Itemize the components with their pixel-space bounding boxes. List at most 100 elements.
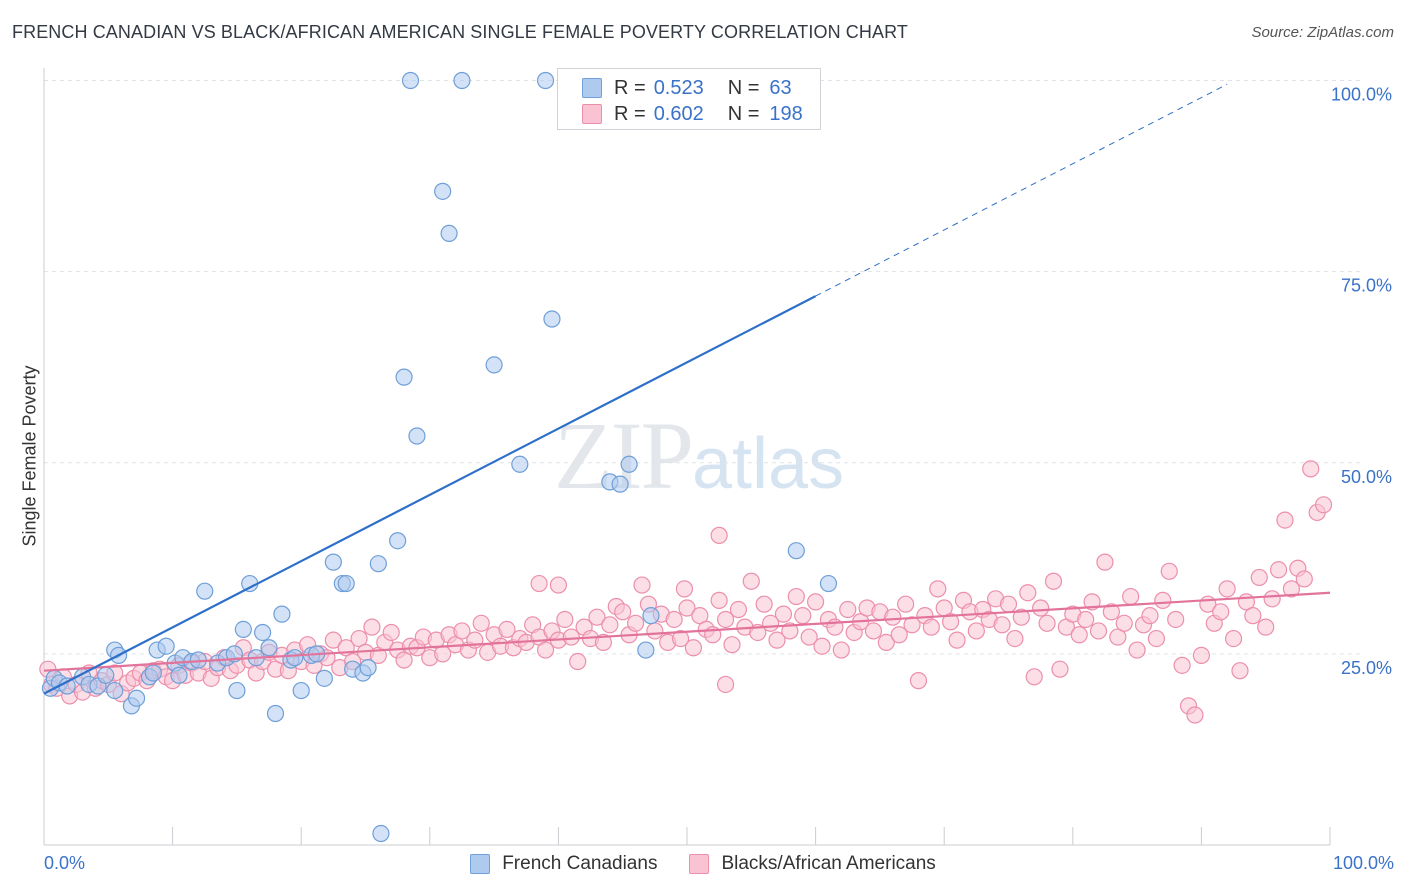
black-african-american-point xyxy=(1154,591,1172,609)
series-label: Blacks/African Americans xyxy=(721,853,936,874)
x-tick-label: 0.0% xyxy=(44,853,85,873)
black-african-american-point xyxy=(536,641,555,659)
black-african-american-point xyxy=(1244,607,1262,625)
chart-title: FRENCH CANADIAN VS BLACK/AFRICAN AMERICA… xyxy=(12,22,908,42)
french-canadian-point xyxy=(324,553,342,571)
black-african-american-point xyxy=(1212,603,1230,621)
black-african-american-point xyxy=(1032,599,1050,617)
french-canadian-point xyxy=(260,639,278,657)
french-canadian-trendline-extension xyxy=(815,83,1228,297)
french-canadian-point xyxy=(620,455,638,473)
black-african-american-point xyxy=(1218,580,1236,598)
black-african-american-point xyxy=(929,580,947,598)
black-african-american-point xyxy=(742,572,760,590)
black-african-american-point xyxy=(716,610,735,629)
french-canadian-point xyxy=(315,669,333,687)
black-african-american-point xyxy=(1250,568,1268,587)
correlation-legend: R = 0.523 N = 63 R = 0.602 N = 198 xyxy=(557,68,821,130)
black-african-american-point xyxy=(562,628,580,646)
black-african-american-point xyxy=(1257,618,1275,636)
black-african-american-point xyxy=(363,618,381,636)
black-african-american-point xyxy=(1269,561,1288,579)
black-african-american-point xyxy=(1295,570,1313,588)
y-axis-label: Single Female Poverty xyxy=(19,365,40,547)
legend-r-label: R = xyxy=(614,102,646,125)
french-canadian-point xyxy=(228,681,246,700)
black-african-american-point xyxy=(716,675,735,694)
black-african-american-point xyxy=(665,610,683,629)
black-african-american-point xyxy=(569,652,587,671)
black-african-american-point xyxy=(729,600,748,619)
french-canadian-point xyxy=(536,71,555,90)
french-canadian-point xyxy=(787,542,805,560)
black-african-american-point xyxy=(864,622,883,640)
black-african-american-point xyxy=(1109,628,1127,646)
black-african-american-point xyxy=(1051,660,1069,678)
black-african-american-point xyxy=(755,595,773,613)
black-african-american-point xyxy=(1173,656,1191,674)
black-african-american-point xyxy=(897,595,915,613)
black-african-american-point xyxy=(1089,622,1108,640)
black-african-american-point xyxy=(999,595,1018,613)
black-african-american-point xyxy=(710,591,728,609)
black-african-american-point xyxy=(1070,626,1088,644)
black-african-american-point xyxy=(691,607,709,625)
black-african-american-point xyxy=(806,593,825,611)
french-canadian-point xyxy=(372,824,390,843)
black-african-american-point xyxy=(556,610,574,629)
black-african-american-point xyxy=(967,622,985,640)
black-african-american-point xyxy=(781,622,799,640)
black-african-american-point xyxy=(1314,496,1333,514)
french-canadian-point xyxy=(642,607,660,625)
legend-swatch-pink xyxy=(582,104,602,124)
series-label: French Canadians xyxy=(502,853,658,874)
series-legend: French Canadians Blacks/African American… xyxy=(0,852,1406,876)
black-african-american-point xyxy=(498,620,516,639)
black-african-american-point xyxy=(1122,587,1140,606)
series-legend-french-canadians[interactable]: French Canadians xyxy=(470,853,657,875)
french-canadian-point xyxy=(234,620,252,639)
french-canadian-point xyxy=(389,532,407,550)
x-tick-label: 100.0% xyxy=(1333,853,1394,873)
french-canadian-point xyxy=(611,475,629,493)
black-african-american-point xyxy=(684,639,703,657)
black-african-american-point xyxy=(350,629,368,648)
black-african-american-point xyxy=(710,526,728,544)
black-african-american-point xyxy=(324,631,342,649)
black-african-american-point xyxy=(453,622,471,640)
black-african-american-point xyxy=(1282,580,1301,598)
black-african-american-point xyxy=(1224,629,1243,648)
black-african-american-point xyxy=(472,614,490,632)
french-canadian-point xyxy=(196,582,214,600)
black-african-american-point xyxy=(614,603,632,621)
legend-n-label: N = xyxy=(727,102,760,125)
black-african-american-point xyxy=(948,631,966,649)
french-canadian-point xyxy=(106,681,124,700)
black-african-american-point xyxy=(594,633,613,652)
legend-swatch-blue xyxy=(582,78,602,98)
french-canadian-point xyxy=(127,689,146,707)
black-african-american-point xyxy=(1263,590,1281,608)
black-african-american-point xyxy=(1147,629,1165,648)
black-african-american-point xyxy=(813,637,831,655)
black-african-american-point xyxy=(890,626,908,644)
legend-r-label: R = xyxy=(614,76,646,99)
series-legend-black-african-americans[interactable]: Blacks/African Americans xyxy=(689,853,936,875)
french-canadian-point xyxy=(254,623,272,642)
black-african-american-point xyxy=(1128,641,1146,659)
black-african-american-point xyxy=(787,587,805,606)
black-african-american-point xyxy=(1019,584,1037,602)
black-african-american-point xyxy=(549,576,568,594)
y-tick-label: 50.0% xyxy=(1341,467,1392,487)
french-canadian-trendline xyxy=(43,295,817,695)
legend-row-french-canadians: R = 0.523 N = 63 xyxy=(582,76,792,100)
black-african-american-point xyxy=(942,613,960,631)
black-african-american-trendline xyxy=(43,591,1331,672)
black-african-american-point xyxy=(800,628,818,646)
black-african-american-point xyxy=(877,633,895,652)
french-canadian-point xyxy=(434,182,452,200)
french-canadian-point xyxy=(292,681,310,700)
french-canadian-point xyxy=(286,649,304,667)
y-tick-label: 25.0% xyxy=(1341,658,1392,678)
